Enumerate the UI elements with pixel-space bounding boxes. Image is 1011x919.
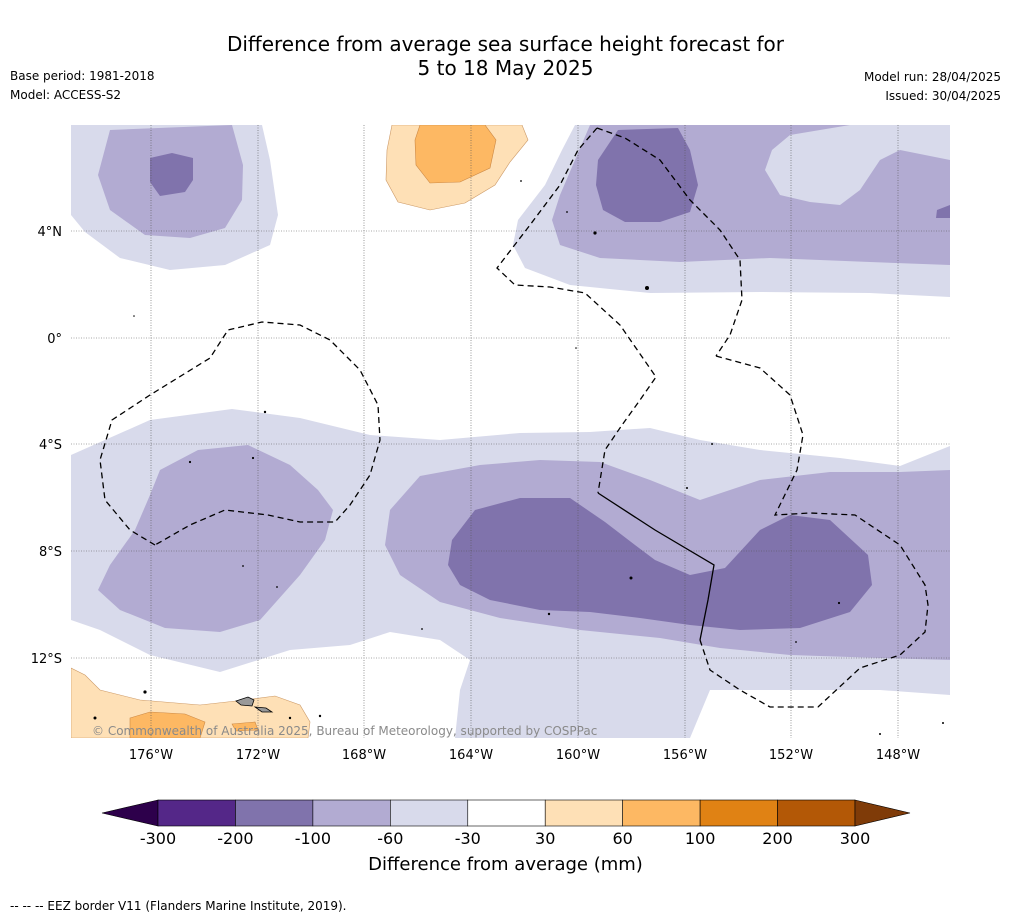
contour-n-orange-mid [414, 125, 497, 184]
contour-ne-light-hole [765, 125, 950, 205]
lat-label-12s: 12°S [31, 652, 62, 667]
contour-s-mid-west [98, 445, 333, 632]
colorbar-tick-label: -30 [455, 829, 481, 848]
map-area [71, 125, 950, 738]
colorbar-tick-label: 100 [685, 829, 716, 848]
colorbar-tick-label: -300 [140, 829, 176, 848]
contour-sw-orange-mid [129, 711, 206, 738]
longitude-labels: 176°W 172°W 168°W 164°W 160°W 156°W 152°… [129, 748, 920, 763]
eez-kiribati-phoenix [596, 127, 743, 357]
colorbar-tick-label: -100 [295, 829, 331, 848]
island-samoa [235, 696, 255, 707]
contour-ne-dark [596, 128, 698, 222]
colorbar: -300 -200 -100 -60 -30 30 60 100 200 300 [101, 799, 911, 848]
map-title-line2: 5 to 18 May 2025 [417, 56, 594, 80]
colorbar-tick-label: 300 [840, 829, 871, 848]
colorbar-segment [699, 799, 778, 827]
model-run-text: Model run: 28/04/2025 [863, 70, 1001, 84]
lon-label-160w: 160°W [556, 748, 600, 763]
colorbar-segment [390, 799, 469, 827]
island-samoa-2 [253, 706, 274, 713]
colorbar-segment [777, 799, 856, 827]
contour-s-dark [448, 498, 872, 630]
lon-label-172w: 172°W [236, 748, 280, 763]
lon-label-164w: 164°W [449, 748, 493, 763]
colorbar-segment [157, 799, 236, 827]
lon-label-152w: 152°W [769, 748, 813, 763]
meta-right: Model run: 28/04/2025 Issued: 30/04/2025 [864, 68, 1001, 106]
base-period-text: Base period: 1981-2018 [10, 69, 155, 83]
colorbar-segment [312, 799, 391, 827]
colorbar-segment [467, 799, 546, 827]
colorbar-tick-label: 30 [535, 829, 555, 848]
map-title: Difference from average sea surface heig… [0, 32, 1011, 80]
colorbar-title: Difference from average (mm) [368, 854, 643, 875]
lon-label-176w: 176°W [129, 748, 173, 763]
colorbar-segment [235, 799, 314, 827]
map-title-line1: Difference from average sea surface heig… [226, 32, 785, 56]
colorbar-tick-label: -60 [377, 829, 403, 848]
copyright-text: © Commonwealth of Australia 2025, Bureau… [92, 724, 598, 738]
model-text: Model: ACCESS-S2 [10, 88, 122, 102]
colorbar-tick-label: -200 [217, 829, 253, 848]
contour-ne-dark-spot [936, 205, 950, 218]
colorbar-tick-label: 200 [762, 829, 793, 848]
graticule [71, 125, 950, 738]
colorbar-segment [544, 799, 623, 827]
colorbar-extend-low [101, 799, 159, 827]
contour-nw-dark [150, 153, 193, 196]
lon-label-148w: 148°W [876, 748, 920, 763]
lon-label-156w: 156°W [663, 748, 707, 763]
eez-borders [99, 127, 929, 708]
lat-label-8s: 8°S [39, 545, 62, 560]
lon-label-168w: 168°W [342, 748, 386, 763]
eez-footer-note: -- -- -- EEZ border V11 (Flanders Marine… [10, 899, 347, 913]
lat-label-4s: 4°S [39, 438, 62, 453]
eez-kiribati-west [496, 127, 657, 494]
colorbar-tick-label: 60 [612, 829, 632, 848]
issued-text: Issued: 30/04/2025 [885, 89, 1001, 103]
colorbar-segment [622, 799, 701, 827]
colorbar-extend-high [854, 799, 911, 827]
lat-label-0: 0° [47, 332, 62, 347]
latitude-labels: 4°N 0° 4°S 8°S 12°S [31, 225, 62, 667]
meta-left: Base period: 1981-2018 Model: ACCESS-S2 [10, 67, 155, 105]
small-islands [93, 180, 944, 735]
eez-solid-boundary [597, 492, 715, 641]
lat-label-4n: 4°N [38, 225, 63, 240]
eez-east [699, 355, 929, 708]
